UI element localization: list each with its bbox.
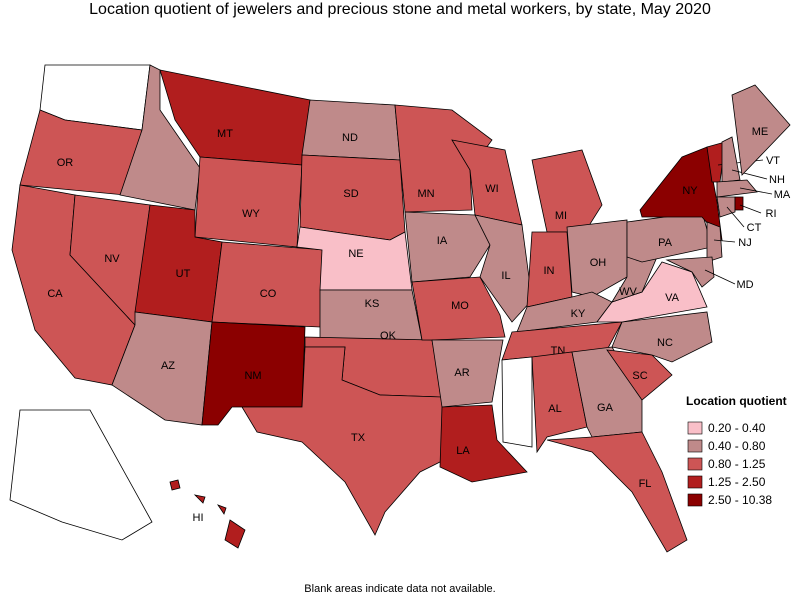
state-label: MT: [217, 128, 233, 140]
state-label: KY: [571, 308, 586, 320]
state-label: AZ: [161, 360, 175, 372]
legend-swatch: [687, 475, 703, 489]
leader-line: [726, 206, 745, 228]
state: [211, 241, 326, 328]
state-label: ME: [752, 126, 769, 138]
state: [665, 256, 715, 288]
state: [394, 104, 493, 213]
state: [474, 214, 533, 323]
state-label: VT: [766, 155, 780, 167]
state: [431, 339, 504, 408]
state-label: NC: [657, 337, 673, 349]
state-label: ND: [342, 132, 358, 144]
state-label: CO: [260, 288, 277, 300]
state-label: FL: [639, 478, 652, 490]
state-label: UT: [176, 268, 191, 280]
state-label: OH: [590, 257, 607, 269]
leader-line: [731, 169, 768, 180]
state-label: SD: [343, 188, 358, 200]
state-label: NM: [244, 370, 261, 382]
state-label: NH: [769, 174, 785, 186]
state: [501, 356, 533, 448]
state: [706, 221, 723, 263]
state-label: VA: [665, 292, 680, 304]
state: [721, 136, 741, 183]
legend-label: 2.50 - 10.38: [708, 493, 772, 507]
state-label: OK: [380, 330, 397, 342]
state-label: KS: [365, 298, 380, 310]
state-label: NY: [682, 185, 698, 197]
legend-swatch: [687, 421, 703, 435]
legend-swatch: [687, 457, 703, 471]
leader-line: [713, 239, 736, 243]
legend-title: Location quotient: [686, 394, 787, 408]
state-label: MI: [555, 210, 567, 222]
state-label: TX: [351, 432, 366, 444]
state: [119, 64, 201, 211]
state-label: IA: [437, 235, 448, 247]
state-label: RI: [766, 208, 777, 220]
state: [201, 321, 306, 426]
state-label: WV: [619, 286, 637, 298]
state: [194, 156, 303, 248]
state-label: CA: [47, 288, 63, 300]
state-label: MD: [736, 279, 753, 291]
state: [169, 479, 246, 549]
state: [734, 196, 744, 211]
legend-label: 1.25 - 2.50: [708, 475, 766, 489]
state: [301, 99, 401, 161]
leader-line: [739, 187, 773, 195]
state-label: OR: [57, 157, 74, 169]
state: [566, 219, 628, 298]
state-label: WY: [242, 208, 260, 220]
state: [546, 431, 688, 553]
state-label: MO: [451, 300, 469, 312]
state: [731, 84, 791, 176]
state: [439, 404, 528, 483]
state-label: NV: [104, 253, 120, 265]
state-label: NJ: [738, 237, 751, 249]
state-label: GA: [597, 402, 614, 414]
legend-swatch: [687, 493, 703, 507]
state-label: NE: [348, 248, 363, 260]
state: [531, 351, 588, 454]
state: [639, 146, 723, 242]
footnote: Blank areas indicate data not available.: [304, 583, 495, 595]
state: [241, 346, 451, 536]
state-label: CT: [747, 222, 762, 234]
state: [9, 409, 153, 541]
state-label: LA: [456, 445, 470, 457]
state-label: PA: [658, 237, 673, 249]
state-label: HI: [193, 512, 204, 524]
legend-label: 0.40 - 0.80: [708, 439, 766, 453]
state: [606, 349, 673, 401]
state: [716, 179, 758, 198]
state-label: AL: [548, 403, 561, 415]
state-label: IL: [501, 270, 510, 282]
state-label: WI: [485, 183, 498, 195]
title: Location quotient of jewelers and precio…: [89, 1, 711, 18]
state: [716, 196, 736, 218]
state-label: MN: [417, 188, 434, 200]
leader-line: [704, 269, 736, 285]
legend-swatch: [687, 439, 703, 453]
legend-label: 0.20 - 0.40: [708, 421, 766, 435]
state-label: AR: [454, 367, 469, 379]
state-label: IN: [544, 265, 555, 277]
legend-label: 0.80 - 1.25: [708, 457, 766, 471]
state-label: SC: [632, 370, 647, 382]
state: [404, 211, 491, 283]
state-label: MA: [774, 189, 791, 201]
leader-line: [739, 204, 762, 214]
